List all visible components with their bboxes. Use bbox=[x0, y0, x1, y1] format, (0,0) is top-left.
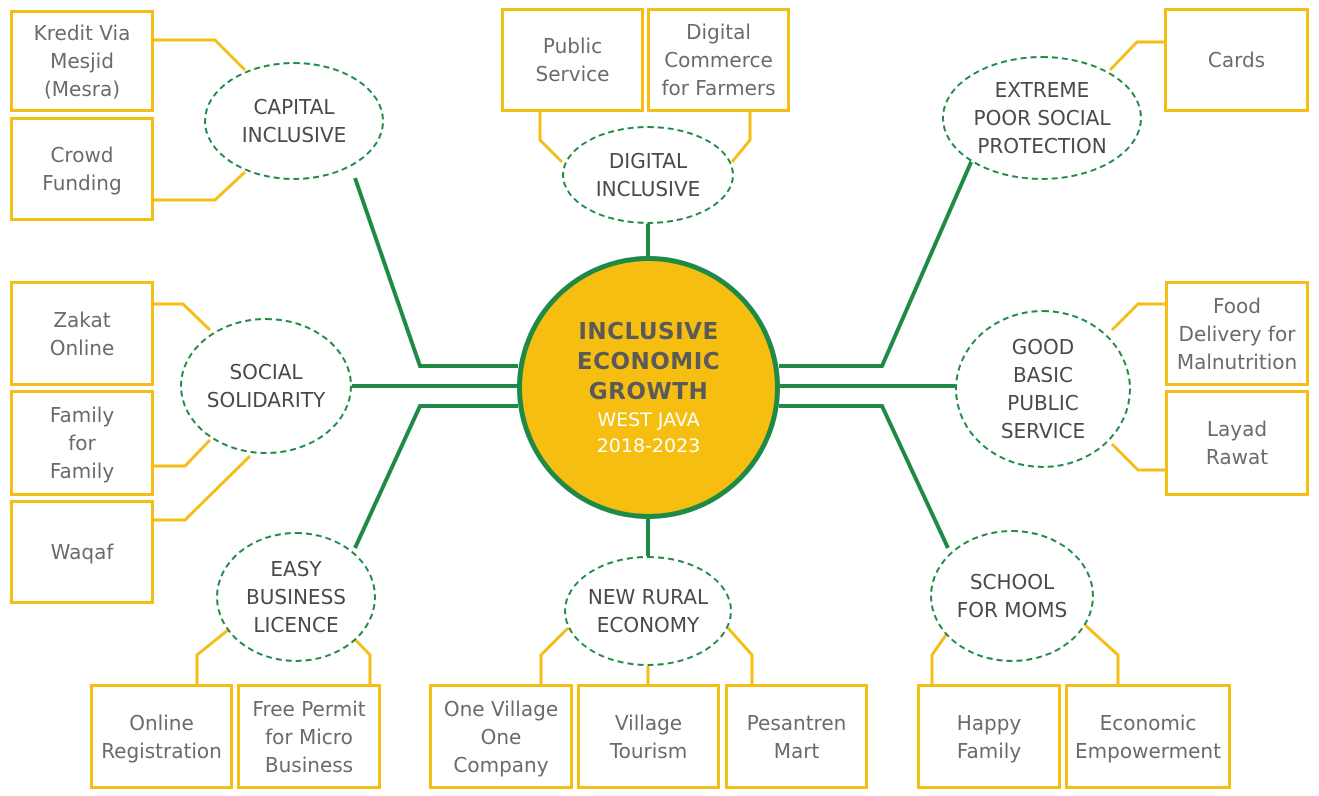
category-easy-business: EASY BUSINESS LICENCE bbox=[216, 532, 376, 662]
program-digital-commerce: Digital Commerce for Farmers bbox=[647, 8, 790, 112]
hub-title: INCLUSIVE ECONOMIC GROWTH bbox=[576, 318, 721, 405]
program-pesantren-mart: Pesantren Mart bbox=[725, 684, 868, 789]
category-new-rural: NEW RURAL ECONOMY bbox=[564, 556, 732, 666]
spoke-school-moms bbox=[779, 404, 950, 549]
program-online-registration: Online Registration bbox=[90, 684, 233, 789]
link-public-service bbox=[538, 112, 564, 164]
category-social-solidarity: SOCIAL SOLIDARITY bbox=[180, 318, 352, 454]
program-free-permit: Free Permit for Micro Business bbox=[237, 684, 381, 789]
program-happy-family: Happy Family bbox=[917, 684, 1061, 789]
program-food-delivery: Food Delivery for Malnutrition bbox=[1165, 281, 1309, 386]
program-waqaf: Waqaf bbox=[10, 500, 154, 604]
link-layad-rawat bbox=[1110, 442, 1166, 472]
link-cards bbox=[1108, 40, 1165, 72]
category-extreme-poor: EXTREME POOR SOCIAL PROTECTION bbox=[942, 56, 1142, 180]
spoke-easy-business bbox=[353, 404, 518, 549]
link-one-village bbox=[539, 626, 570, 686]
program-family-for-family: Family for Family bbox=[10, 390, 154, 496]
link-happy-family bbox=[930, 631, 950, 686]
link-pesantren bbox=[726, 627, 754, 686]
program-one-village: One Village One Company bbox=[429, 684, 573, 789]
program-kredit-via-mesjid: Kredit Via Mesjid (Mesra) bbox=[10, 10, 154, 112]
spoke-extreme-poor bbox=[779, 159, 974, 368]
category-school-moms: SCHOOL FOR MOMS bbox=[930, 530, 1094, 662]
program-layad-rawat: Layad Rawat bbox=[1165, 390, 1309, 496]
link-family bbox=[153, 438, 212, 468]
spoke-capital-inclusive bbox=[353, 177, 518, 368]
link-economic-empowerment bbox=[1083, 623, 1120, 686]
program-cards: Cards bbox=[1164, 8, 1309, 112]
central-hub: INCLUSIVE ECONOMIC GROWTH WEST JAVA 2018… bbox=[517, 256, 780, 519]
link-crowd-funding bbox=[153, 170, 247, 202]
category-good-basic: GOOD BASIC PUBLIC SERVICE bbox=[955, 310, 1131, 468]
category-digital-inclusive: DIGITAL INCLUSIVE bbox=[562, 126, 734, 224]
program-village-tourism: Village Tourism bbox=[577, 684, 720, 789]
link-digital-commerce bbox=[730, 112, 752, 163]
link-food-delivery bbox=[1110, 302, 1166, 332]
program-economic-empowerment: Economic Empowerment bbox=[1065, 684, 1231, 789]
link-online-registration bbox=[195, 628, 229, 686]
program-crowd-funding: Crowd Funding bbox=[10, 117, 154, 221]
program-public-service: Public Service bbox=[501, 8, 644, 112]
category-capital-inclusive: CAPITAL INCLUSIVE bbox=[204, 62, 384, 180]
hub-subtitle: WEST JAVA 2018-2023 bbox=[596, 408, 701, 457]
program-zakat-online: Zakat Online bbox=[10, 281, 154, 386]
link-mesra bbox=[153, 38, 247, 72]
link-zakat bbox=[153, 302, 212, 332]
link-waqaf bbox=[153, 454, 252, 522]
